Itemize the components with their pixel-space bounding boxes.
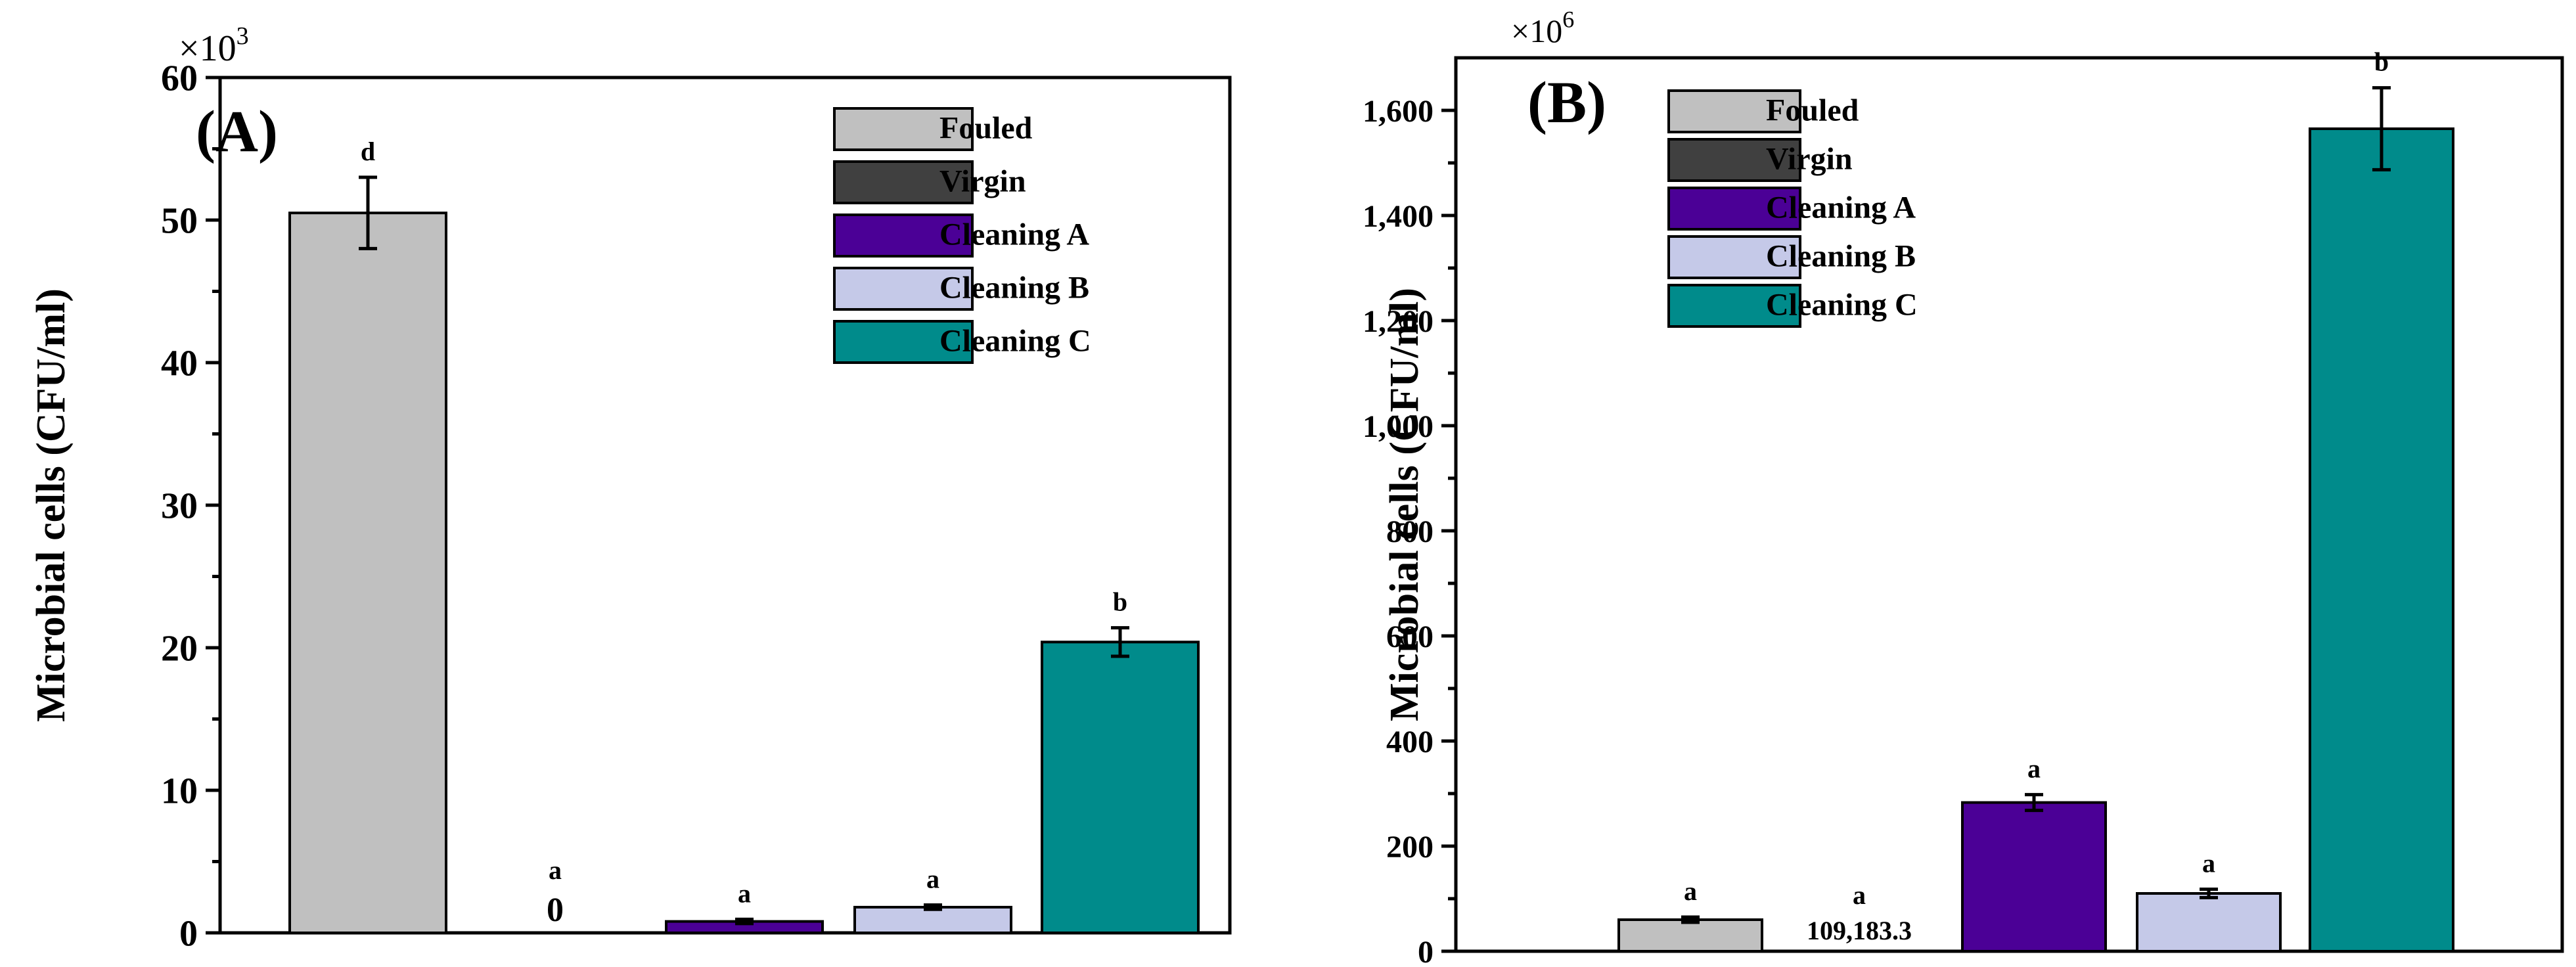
y-axis-label: Microbial cells (CFU/ml) xyxy=(29,288,74,722)
value-label: 0 xyxy=(547,891,564,929)
bar-fouled xyxy=(288,212,447,934)
legend-swatch xyxy=(833,320,974,364)
legend-label: Virgin xyxy=(1766,141,1853,176)
y-tick-label: 60 xyxy=(161,58,198,99)
legend-label: Cleaning C xyxy=(1766,287,1918,322)
y-tick-label: 50 xyxy=(161,201,198,242)
y-tick-label: 40 xyxy=(161,344,198,384)
bar-fouled xyxy=(1617,918,1763,953)
y-tick-label: 10 xyxy=(161,771,198,812)
legend-label: Cleaning A xyxy=(939,217,1089,252)
legend-swatch xyxy=(1667,284,1801,328)
significance-letter: a xyxy=(1853,880,1866,910)
legend-swatch xyxy=(833,160,974,204)
legend-label: Cleaning B xyxy=(1766,238,1916,273)
significance-letter: a xyxy=(926,865,939,894)
y-tick-label: 0 xyxy=(1418,935,1434,967)
y-tick-label: 1,000 xyxy=(1363,409,1434,444)
legend-swatch xyxy=(833,267,974,311)
legend-label: Cleaning C xyxy=(939,323,1091,358)
chart-panel-2: 0 200 400 600 800 1,000 1,200 1,400 1,600 Microbi… xyxy=(1363,7,2564,967)
y-tick-label: 800 xyxy=(1386,514,1434,549)
legend: Fouled Virgin Cleaning A Cleaning B Cleaning… xyxy=(833,107,1091,364)
legend-label: Fouled xyxy=(1766,93,1859,127)
legend-label: Virgin xyxy=(939,164,1026,198)
bar-cleaning-b xyxy=(2136,892,2282,953)
bar-cleaning-a xyxy=(1961,801,2107,953)
value-label: 109,183.3 xyxy=(1807,916,1912,945)
y-tick-label: 20 xyxy=(161,629,198,669)
legend-swatch xyxy=(1667,235,1801,279)
legend-swatch xyxy=(1667,89,1801,133)
legend-label: Fouled xyxy=(939,110,1033,145)
legend: Fouled Virgin Cleaning A Cleaning B Cleaning… xyxy=(1667,89,1918,328)
panel-label: (A) xyxy=(196,99,278,164)
bar-cleaning-b xyxy=(853,905,1012,934)
y-tick-label: 1,600 xyxy=(1363,94,1434,129)
y-tick-label: 600 xyxy=(1386,619,1434,654)
bar-cleaning-c xyxy=(2309,127,2454,953)
significance-letter: a xyxy=(2027,754,2041,784)
y-axis-label: Microbial cells (CFU/ml) xyxy=(1382,288,1427,721)
y-tick-label: 1,200 xyxy=(1363,304,1434,339)
significance-letter: b xyxy=(2374,47,2389,77)
significance-letter: b xyxy=(1113,587,1127,617)
y-tick-label: 0 xyxy=(179,914,198,955)
legend-swatch xyxy=(1667,138,1801,182)
y-tick-label: 1,400 xyxy=(1363,199,1434,234)
chart-panel-1: 0 10 20 30 40 50 60 Microbial cells (CFU/ml) ×10… xyxy=(29,22,1232,955)
significance-letter: a xyxy=(2202,849,2215,878)
legend-swatch xyxy=(833,214,974,258)
panel-label: (B) xyxy=(1527,70,1606,135)
legend-swatch xyxy=(833,107,974,151)
axis-multiplier: ×103 xyxy=(179,22,249,69)
legend-swatch xyxy=(1667,187,1801,231)
legend-label: Cleaning A xyxy=(1766,190,1916,225)
significance-letter: a xyxy=(549,855,562,885)
bar-cleaning-c xyxy=(1041,641,1200,934)
axis-multiplier: ×106 xyxy=(1511,7,1574,50)
y-tick-label: 400 xyxy=(1386,725,1434,759)
significance-letter: a xyxy=(738,878,751,908)
y-tick-label: 200 xyxy=(1386,830,1434,865)
y-tick-label: 30 xyxy=(161,486,198,527)
significance-letter: d xyxy=(361,137,375,166)
significance-letter: a xyxy=(1684,876,1697,906)
legend-label: Cleaning B xyxy=(939,270,1089,305)
